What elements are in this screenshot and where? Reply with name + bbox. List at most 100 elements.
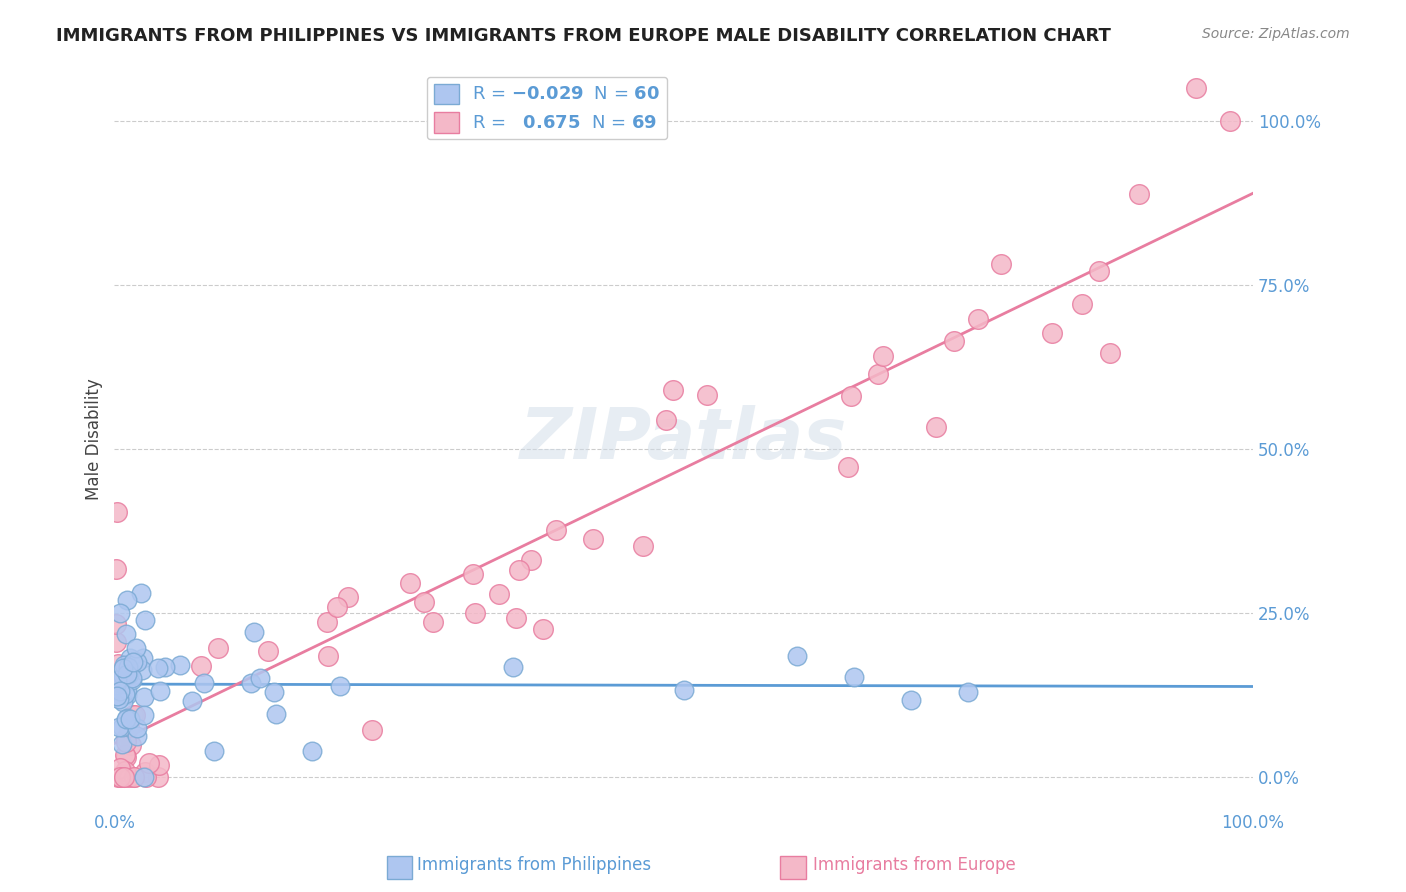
Point: [1087, 264, 1109, 278]
Point: [155, 660, 177, 674]
Point: [105, 673, 128, 688]
Point: [301, 744, 323, 758]
Point: [111, 676, 134, 690]
Point: [110, 606, 132, 620]
Point: [1098, 346, 1121, 360]
Point: [117, 689, 139, 703]
Point: [110, 684, 132, 698]
Point: [115, 626, 138, 640]
Point: [872, 349, 894, 363]
Point: [132, 690, 155, 704]
Point: [118, 651, 141, 665]
Point: [461, 567, 484, 582]
Point: [257, 643, 280, 657]
Point: [146, 661, 169, 675]
Point: [110, 770, 132, 784]
Point: [672, 682, 695, 697]
Point: [169, 658, 191, 673]
Point: [138, 756, 160, 770]
Point: [786, 648, 808, 663]
Point: [117, 770, 139, 784]
Point: [240, 676, 263, 690]
Point: [696, 387, 718, 401]
Point: [967, 312, 990, 326]
Point: [112, 766, 135, 780]
Point: [546, 524, 568, 538]
Text: ZIPatlas: ZIPatlas: [520, 405, 848, 474]
Text: Immigrants from Philippines: Immigrants from Philippines: [418, 856, 651, 874]
Point: [124, 770, 146, 784]
Point: [110, 770, 132, 784]
Point: [107, 721, 129, 735]
Point: [132, 650, 155, 665]
Point: [108, 691, 131, 706]
Point: [146, 770, 169, 784]
Point: [115, 683, 138, 698]
Point: [104, 635, 127, 649]
Point: [129, 586, 152, 600]
Point: [134, 613, 156, 627]
Point: [399, 576, 422, 591]
Point: [360, 723, 382, 737]
Point: [1128, 187, 1150, 202]
Point: [120, 712, 142, 726]
Point: [422, 615, 444, 629]
Point: [115, 666, 138, 681]
Point: [326, 600, 349, 615]
Point: [132, 770, 155, 784]
Point: [957, 685, 980, 699]
Point: [316, 615, 339, 629]
Point: [207, 640, 229, 655]
Point: [925, 420, 948, 434]
Point: [316, 648, 339, 663]
Point: [114, 687, 136, 701]
Text: IMMIGRANTS FROM PHILIPPINES VS IMMIGRANTS FROM EUROPE MALE DISABILITY CORRELATIO: IMMIGRANTS FROM PHILIPPINES VS IMMIGRANT…: [56, 27, 1111, 45]
Point: [121, 707, 143, 722]
Point: [114, 712, 136, 726]
Point: [134, 707, 156, 722]
Point: [662, 383, 685, 397]
Point: [114, 747, 136, 762]
Point: [117, 660, 139, 674]
Point: [181, 694, 204, 708]
Point: [120, 738, 142, 752]
Point: [336, 590, 359, 604]
Point: [531, 622, 554, 636]
Point: [115, 750, 138, 764]
Point: [105, 505, 128, 519]
Point: [329, 679, 352, 693]
Point: [582, 532, 605, 546]
Point: [135, 770, 157, 784]
Point: [190, 658, 212, 673]
Point: [127, 656, 149, 670]
Point: [121, 655, 143, 669]
Point: [943, 334, 966, 348]
Point: [841, 389, 863, 403]
Point: [264, 706, 287, 721]
Point: [488, 587, 510, 601]
Point: [502, 659, 524, 673]
Point: [111, 737, 134, 751]
Point: [117, 592, 139, 607]
Point: [112, 770, 135, 784]
Point: [127, 729, 149, 743]
Point: [112, 661, 135, 675]
Point: [508, 563, 530, 577]
Point: [104, 562, 127, 576]
Point: [868, 367, 890, 381]
Point: [111, 720, 134, 734]
Point: [115, 711, 138, 725]
Text: Source: ZipAtlas.com: Source: ZipAtlas.com: [1202, 27, 1350, 41]
Point: [134, 764, 156, 779]
Point: [131, 663, 153, 677]
Point: [844, 670, 866, 684]
Point: [1185, 81, 1208, 95]
Point: [112, 668, 135, 682]
Point: [520, 553, 543, 567]
Point: [121, 671, 143, 685]
Point: [1219, 114, 1241, 128]
Point: [121, 673, 143, 688]
Point: [193, 675, 215, 690]
Point: [114, 764, 136, 779]
Point: [412, 595, 434, 609]
